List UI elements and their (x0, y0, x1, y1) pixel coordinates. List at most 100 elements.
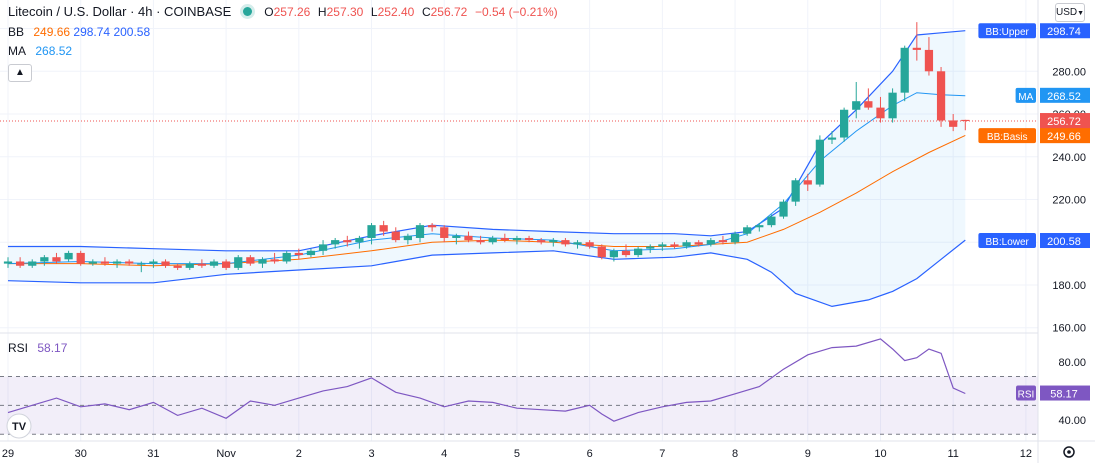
chevron-down-icon: ▼ (1077, 10, 1085, 17)
candle (646, 244, 655, 253)
rsi-value-label: 58.17 (1050, 389, 1078, 401)
series-value-tag (1040, 233, 1090, 249)
close-value: 256.72 (430, 5, 468, 19)
candle (209, 259, 219, 268)
candle (682, 240, 691, 249)
candle-body (827, 137, 837, 140)
candle (379, 220, 388, 236)
candle (331, 237, 340, 249)
candle-body (924, 49, 934, 72)
candle (912, 22, 921, 61)
candle-body (197, 263, 207, 266)
candle-body (549, 240, 558, 243)
candle (573, 240, 582, 249)
candle-body (331, 240, 340, 245)
candle (694, 240, 703, 247)
candle (936, 67, 946, 127)
candle-body (306, 250, 316, 256)
candle-body (427, 225, 437, 228)
candle-body (64, 252, 73, 260)
candle-body (76, 252, 85, 264)
rsi-y-tick-label: 80.00 (1058, 357, 1086, 369)
settings-gear-icon[interactable] (1063, 446, 1075, 458)
candle-body (100, 261, 110, 264)
candle (585, 240, 594, 249)
rsi-line (7, 338, 966, 422)
x-tick-label: 30 (75, 448, 87, 460)
rsi-lines (7, 338, 966, 422)
candle-body (415, 225, 425, 238)
candle-body (561, 240, 570, 245)
y-tick-label: 160.00 (1052, 323, 1086, 335)
ma-legend[interactable]: MA 268.52 (8, 44, 72, 58)
rsi-name-tag (1016, 385, 1036, 401)
x-tick-label: 3 (368, 448, 374, 460)
series-value-label: 200.58 (1047, 236, 1081, 248)
series-name-label: MA (1018, 92, 1033, 103)
currency-label: USD (1056, 7, 1078, 18)
candle (149, 259, 158, 268)
candle (730, 231, 740, 245)
candle-body (15, 261, 25, 266)
candle (355, 235, 364, 249)
currency-selector[interactable]: USD▼ (1055, 3, 1085, 22)
candle (125, 259, 134, 266)
candle-body (137, 263, 146, 265)
symbol-title[interactable]: Litecoin / U.S. Dollar · 4h · COINBASE (8, 4, 232, 19)
price-axis-label: BB:Lower 200.58 (978, 233, 1090, 249)
candle-body (876, 107, 885, 119)
y-tick-label: 240.00 (1052, 152, 1086, 164)
candle (234, 255, 243, 271)
candle-body (464, 235, 473, 241)
candle (876, 96, 885, 123)
candle-body (112, 261, 122, 264)
candle-body (270, 259, 279, 262)
candle-body (173, 265, 182, 268)
candle (815, 135, 825, 187)
candle (246, 255, 255, 266)
x-tick-label: 8 (732, 448, 738, 460)
tradingview-logo: TV (6, 413, 32, 439)
series-name-label: BB:Upper (986, 27, 1030, 38)
candle (185, 261, 194, 271)
candle-body (743, 227, 752, 234)
candle-body (379, 225, 388, 232)
rsi-legend[interactable]: RSI 58.17 (8, 341, 67, 355)
candle (391, 227, 400, 243)
candle-body (718, 240, 728, 243)
candle-body (900, 47, 909, 93)
candle (343, 235, 352, 247)
candle-body (803, 180, 812, 185)
candle (318, 240, 328, 256)
candle (197, 259, 207, 268)
bb-lower-line (7, 239, 966, 308)
candle-body (452, 235, 461, 238)
candle (221, 259, 231, 271)
candle-body (706, 240, 715, 245)
candle (476, 235, 485, 245)
candle (706, 237, 715, 247)
candle-body (161, 261, 170, 266)
candle (621, 244, 631, 258)
ma-label: MA (8, 44, 26, 58)
candle (767, 214, 776, 228)
candle-body (185, 263, 194, 268)
x-tick-label: 31 (147, 448, 159, 460)
bb-lower-value: 200.58 (113, 25, 151, 39)
candle-body (149, 261, 158, 264)
collapse-legend-button[interactable]: ▲ (8, 64, 32, 82)
candle (924, 37, 934, 76)
candle (561, 237, 570, 247)
x-tick-label: Nov (216, 448, 236, 460)
candle-body (209, 261, 219, 266)
x-tick-label: 6 (587, 448, 593, 460)
candle (403, 233, 413, 245)
candle (888, 88, 897, 123)
candle (464, 231, 473, 243)
bb-legend[interactable]: BB 249.66 298.74 200.58 (8, 25, 150, 39)
candle-body (246, 257, 255, 264)
candle-body (537, 240, 546, 243)
candle (306, 248, 316, 258)
rsi-name-label: RSI (1018, 390, 1035, 401)
